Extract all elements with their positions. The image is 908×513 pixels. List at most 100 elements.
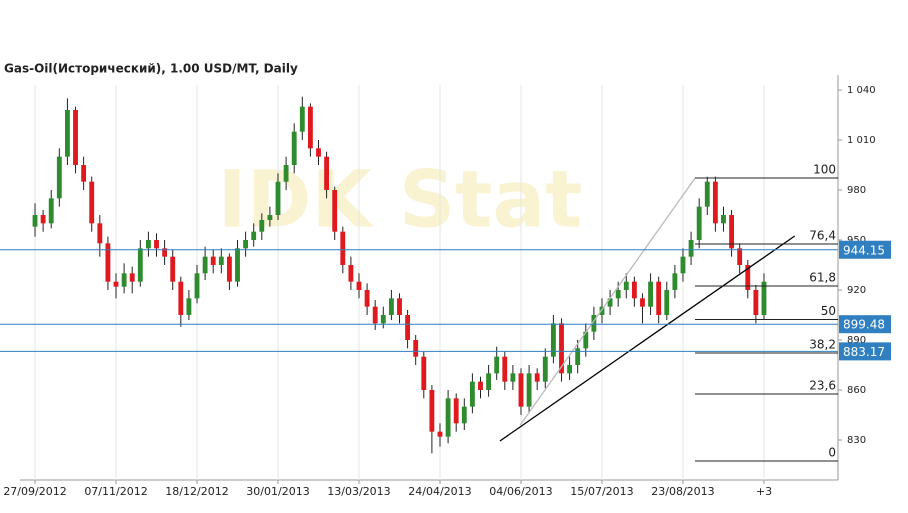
candle-body bbox=[324, 156, 330, 190]
candle-body bbox=[729, 215, 735, 249]
candle-body bbox=[583, 331, 589, 349]
trend-line bbox=[499, 235, 796, 442]
candle-body bbox=[186, 298, 192, 315]
candle-body bbox=[575, 348, 581, 365]
candle-body bbox=[615, 290, 621, 299]
candle-body bbox=[429, 390, 435, 432]
y-tick-label: 830 bbox=[847, 435, 866, 446]
x-tick-label: 27/09/2012 bbox=[3, 485, 66, 498]
candle-body bbox=[591, 315, 597, 332]
price-label-box bbox=[839, 240, 891, 259]
candle-body bbox=[291, 131, 297, 165]
candle-body bbox=[631, 281, 637, 299]
y-tick-label: 950 bbox=[847, 235, 866, 246]
candle-body bbox=[405, 315, 411, 340]
candle-body bbox=[40, 215, 46, 224]
x-tick-label: 18/12/2012 bbox=[165, 485, 228, 498]
candle-body bbox=[559, 323, 564, 374]
y-tick-label: 1 010 bbox=[847, 135, 876, 146]
candle-body bbox=[121, 273, 127, 287]
candle-body bbox=[162, 248, 168, 257]
candle-body bbox=[178, 281, 184, 315]
candle-body bbox=[623, 281, 629, 290]
x-tick-label: +3 bbox=[756, 485, 772, 498]
x-tick-label: 30/01/2013 bbox=[246, 485, 309, 498]
candle-body bbox=[364, 290, 370, 307]
candle-body bbox=[210, 256, 216, 265]
x-tick-label: 24/04/2013 bbox=[408, 485, 471, 498]
candle-body bbox=[32, 215, 38, 227]
candle-body bbox=[696, 206, 702, 240]
candle-body bbox=[672, 273, 678, 290]
y-tick-label: 890 bbox=[847, 335, 866, 346]
candle-body bbox=[478, 381, 483, 390]
candle-body bbox=[388, 298, 394, 315]
candle-body bbox=[307, 106, 313, 149]
candle-body bbox=[332, 190, 338, 232]
candle-body bbox=[316, 148, 321, 157]
candle-body bbox=[97, 223, 103, 244]
candle-body bbox=[542, 356, 548, 382]
candle-body bbox=[648, 281, 654, 307]
candle-body bbox=[356, 281, 362, 290]
x-tick-label: 23/08/2013 bbox=[651, 485, 714, 498]
y-tick-label: 860 bbox=[847, 385, 866, 396]
candle-body bbox=[267, 215, 273, 220]
y-tick-label: 920 bbox=[847, 285, 866, 296]
candle-body bbox=[680, 256, 686, 274]
candle-body bbox=[243, 240, 249, 249]
trend-line bbox=[519, 177, 696, 426]
fib-label: 50 bbox=[821, 304, 836, 318]
x-tick-label: 13/03/2013 bbox=[327, 485, 390, 498]
candle-body bbox=[656, 281, 662, 315]
price-label-box bbox=[839, 342, 891, 361]
candle-body bbox=[113, 281, 119, 287]
candle-body bbox=[518, 373, 524, 407]
candle-body bbox=[194, 273, 200, 299]
watermark: IDK Stat bbox=[218, 155, 583, 245]
candle-body bbox=[502, 356, 508, 382]
candle-body bbox=[73, 110, 78, 165]
candle-body bbox=[170, 256, 176, 282]
candle-body bbox=[737, 248, 743, 265]
y-tick-label: 1 040 bbox=[847, 85, 876, 96]
x-tick-label: 07/11/2012 bbox=[84, 485, 147, 498]
candle-body bbox=[534, 373, 540, 382]
candle-body bbox=[137, 248, 143, 282]
candle-body bbox=[494, 356, 500, 374]
candle-body bbox=[453, 398, 459, 424]
candle-body bbox=[688, 240, 694, 257]
candle-body bbox=[550, 323, 556, 357]
candle-body bbox=[461, 406, 467, 424]
price-label: 883.17 bbox=[843, 345, 885, 359]
candle-body bbox=[218, 256, 224, 265]
fib-label: 100 bbox=[813, 163, 836, 177]
candle-body bbox=[56, 156, 62, 199]
candle-body bbox=[64, 110, 70, 157]
candle-body bbox=[486, 373, 492, 390]
candle-body bbox=[105, 243, 111, 282]
candle-body bbox=[599, 306, 605, 315]
candle-body bbox=[712, 181, 718, 224]
candle-body bbox=[413, 340, 419, 357]
candle-body bbox=[129, 273, 135, 282]
candle-body bbox=[372, 306, 378, 324]
candle-body bbox=[704, 181, 710, 207]
candle-body bbox=[340, 231, 346, 265]
candle-body bbox=[226, 256, 232, 282]
candle-body bbox=[567, 365, 573, 374]
price-label: 899.48 bbox=[843, 318, 885, 332]
price-label: 944.15 bbox=[843, 243, 885, 257]
candle-body bbox=[202, 256, 208, 274]
candle-body bbox=[640, 298, 645, 307]
candle-body bbox=[421, 356, 427, 390]
candle-body bbox=[721, 215, 726, 224]
candle-body bbox=[275, 181, 281, 215]
candle-body bbox=[607, 298, 613, 307]
candle-body bbox=[251, 231, 257, 240]
fib-label: 0 bbox=[828, 446, 836, 460]
candle-body bbox=[526, 373, 532, 407]
candle-body bbox=[235, 248, 240, 282]
candle-body bbox=[259, 220, 265, 232]
